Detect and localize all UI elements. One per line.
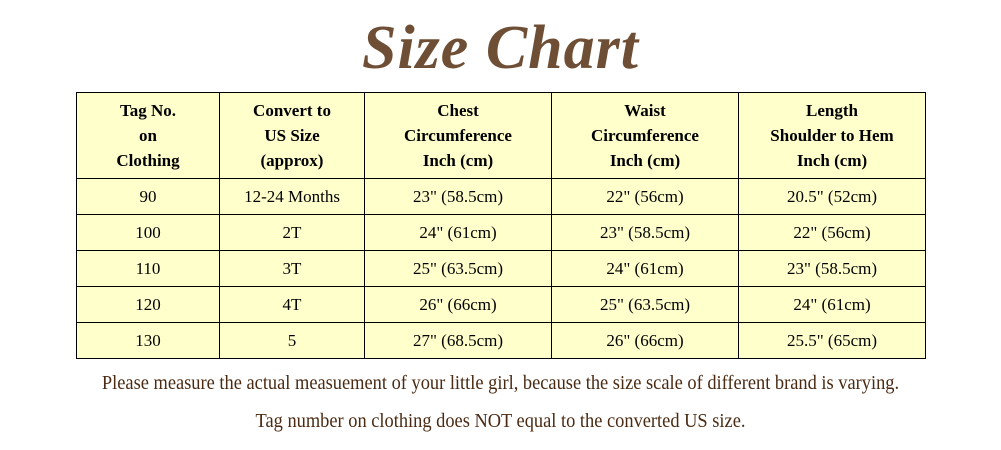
table-cell: 12-24 Months (219, 178, 365, 215)
table-cell: 22" (56cm) (551, 178, 739, 215)
table-cell: 24" (61cm) (364, 214, 552, 251)
table-cell: 20.5" (52cm) (738, 178, 926, 215)
header-line: Waist (624, 101, 666, 120)
table-row: 110 3T 25" (63.5cm) 24" (61cm) 23" (58.5cm) (76, 250, 926, 287)
header-line: Inch (cm) (422, 151, 494, 170)
table-cell: 2T (219, 214, 365, 251)
table-cell: 26" (66cm) (551, 322, 739, 359)
table-header-row: Tag No. on Clothing Convert to US Size (appro… (76, 92, 926, 179)
column-header: Tag No. on Clothing (76, 92, 220, 179)
table-cell: 90 (76, 178, 220, 215)
table-row: 90 12-24 Months 23" (58.5cm) 22" (56cm) 20.5… (76, 178, 926, 215)
header-line: (approx) (260, 151, 324, 170)
table-cell: 25" (63.5cm) (551, 286, 739, 323)
table-cell: 26" (66cm) (364, 286, 552, 323)
table-cell: 120 (76, 286, 220, 323)
column-header: Length Shoulder to Hem Inch (cm) (738, 92, 926, 179)
header-line: Circumference (591, 126, 699, 145)
header-line: Inch (cm) (609, 151, 681, 170)
table-cell: 22" (56cm) (738, 214, 926, 251)
table-cell: 27" (68.5cm) (364, 322, 552, 359)
column-header: Waist Circumference Inch (cm) (551, 92, 739, 179)
table-cell: 3T (219, 250, 365, 287)
column-header: Convert to US Size (approx) (219, 92, 365, 179)
table-cell: 130 (76, 322, 220, 359)
table-cell: 100 (76, 214, 220, 251)
table-cell: 23" (58.5cm) (738, 250, 926, 287)
header-line: Chest (437, 101, 479, 120)
header-line: Inch (cm) (796, 151, 868, 170)
table-row: 130 5 27" (68.5cm) 26" (66cm) 25.5" (65cm) (76, 322, 926, 359)
column-header: Chest Circumference Inch (cm) (364, 92, 552, 179)
measure-note: Please measure the actual measuement of … (101, 372, 900, 394)
header-line: Shoulder to Hem (770, 126, 894, 145)
table-cell: 23" (58.5cm) (551, 214, 739, 251)
size-chart-table: Tag No. on Clothing Convert to US Size (appro… (76, 92, 926, 359)
table-cell: 24" (61cm) (738, 286, 926, 323)
header-line: Convert to (253, 101, 331, 120)
table-cell: 5 (219, 322, 365, 359)
table-row: 100 2T 24" (61cm) 23" (58.5cm) 22" (56cm) (76, 214, 926, 251)
table-cell: 24" (61cm) (551, 250, 739, 287)
header-line: US Size (264, 126, 320, 145)
table-cell: 110 (76, 250, 220, 287)
table-cell: 25" (63.5cm) (364, 250, 552, 287)
header-line: Clothing (116, 151, 180, 170)
table-cell: 4T (219, 286, 365, 323)
table-row: 120 4T 26" (66cm) 25" (63.5cm) 24" (61cm) (76, 286, 926, 323)
page-title: Size Chart (361, 14, 640, 82)
header-line: Circumference (404, 126, 512, 145)
header-line: Tag No. (119, 101, 177, 120)
tag-note: Tag number on clothing does NOT equal to… (255, 410, 746, 432)
header-line: on (139, 126, 157, 145)
table-cell: 23" (58.5cm) (364, 178, 552, 215)
table-cell: 25.5" (65cm) (738, 322, 926, 359)
header-line: Length (806, 101, 858, 120)
